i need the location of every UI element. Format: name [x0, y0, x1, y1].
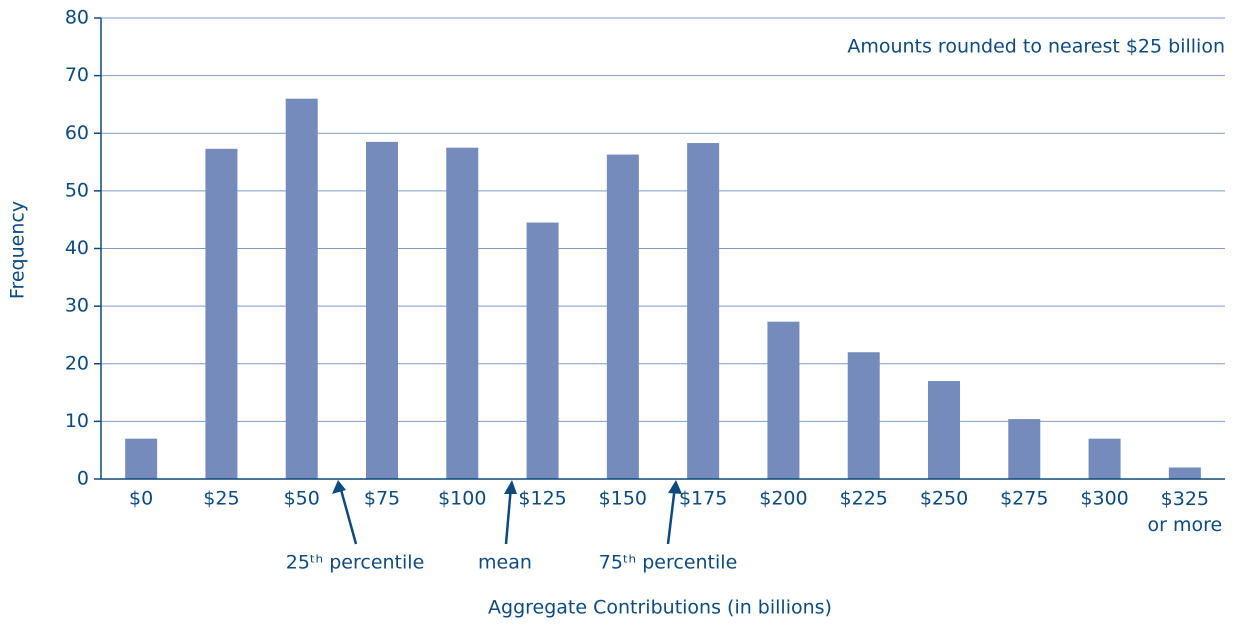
annotation: mean	[478, 552, 532, 574]
y-tick-label: 10	[65, 410, 89, 432]
bar	[606, 154, 639, 480]
bar	[526, 222, 559, 479]
y-axis-title: Frequency	[7, 201, 29, 299]
x-tick-label: $325 or more	[1148, 488, 1223, 536]
bar	[928, 381, 960, 479]
x-axis-title: Aggregate Contributions (in billions)	[488, 597, 832, 619]
y-tick-label: 50	[65, 179, 89, 201]
x-tick-label: $225	[840, 488, 888, 510]
x-tick-label: $300	[1080, 488, 1128, 510]
y-tick-label: 30	[65, 295, 89, 317]
x-tick-label: $175	[679, 488, 727, 510]
y-tick-label: 80	[65, 7, 89, 29]
bar	[205, 148, 238, 479]
y-tick-label: 40	[65, 237, 89, 259]
y-tick-label: 20	[65, 352, 89, 374]
arrow	[338, 485, 358, 545]
arrow-head	[332, 480, 346, 494]
x-tick-label: $75	[364, 488, 400, 510]
bar	[1088, 438, 1121, 479]
annotation: 25ᵗʰ percentile	[286, 552, 425, 574]
x-tick-label: $275	[1000, 488, 1048, 510]
arrow	[666, 485, 677, 545]
x-tick-label: $50	[284, 488, 320, 510]
note: Amounts rounded to nearest $25 billion	[847, 36, 1225, 58]
bar	[285, 98, 318, 480]
bar	[446, 147, 479, 479]
arrow	[504, 485, 513, 545]
bar	[767, 321, 800, 479]
y-tick-label: 0	[77, 468, 89, 490]
arrow-head	[668, 480, 682, 494]
x-tick-label-line: $325	[1161, 488, 1209, 510]
x-tick-label: $200	[759, 488, 807, 510]
x-tick-label: $100	[438, 488, 486, 510]
arrow-head	[504, 480, 517, 494]
bar	[1168, 467, 1201, 479]
x-tick-label: $150	[599, 488, 647, 510]
bar	[125, 438, 158, 479]
x-tick-label: $250	[920, 488, 968, 510]
bar	[847, 352, 880, 479]
x-tick-label: $125	[518, 488, 566, 510]
bar	[687, 143, 720, 479]
annotations: 25ᵗʰ percentile mean 75ᵗʰ percentile	[286, 480, 738, 574]
x-tick-label: $0	[129, 488, 153, 510]
bar	[1008, 419, 1041, 479]
y-tick-label: 70	[65, 64, 89, 86]
bar	[366, 141, 398, 480]
annotation: 75ᵗʰ percentile	[599, 552, 738, 574]
x-tick-label: $25	[203, 488, 239, 510]
y-tick-label: 60	[65, 122, 89, 144]
x-tick-label-line: or more	[1148, 514, 1223, 536]
